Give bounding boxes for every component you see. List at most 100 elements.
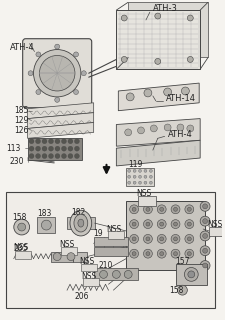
Text: 19: 19 bbox=[94, 229, 103, 238]
Circle shape bbox=[41, 220, 51, 230]
Circle shape bbox=[144, 235, 152, 243]
Text: NSS: NSS bbox=[136, 189, 151, 198]
Circle shape bbox=[36, 52, 41, 57]
Circle shape bbox=[132, 207, 136, 211]
Circle shape bbox=[160, 207, 164, 211]
Circle shape bbox=[178, 285, 187, 295]
Circle shape bbox=[55, 146, 60, 151]
Text: 119: 119 bbox=[128, 160, 143, 169]
Circle shape bbox=[144, 175, 147, 178]
Bar bbox=[126, 168, 154, 186]
Text: 183: 183 bbox=[38, 209, 52, 218]
Bar bbox=[28, 138, 82, 160]
Circle shape bbox=[53, 253, 61, 260]
Text: 126: 126 bbox=[14, 126, 28, 135]
Circle shape bbox=[132, 237, 136, 241]
Bar bbox=[73, 252, 87, 261]
Circle shape bbox=[144, 220, 152, 228]
Text: 157: 157 bbox=[176, 257, 190, 266]
Circle shape bbox=[188, 271, 195, 278]
Circle shape bbox=[126, 93, 134, 101]
Circle shape bbox=[157, 205, 166, 214]
Bar bbox=[126, 201, 205, 270]
Polygon shape bbox=[116, 140, 200, 166]
Circle shape bbox=[128, 181, 131, 184]
Circle shape bbox=[157, 220, 166, 228]
Circle shape bbox=[132, 252, 136, 256]
Bar bbox=[94, 247, 128, 256]
Bar bbox=[83, 278, 99, 286]
Circle shape bbox=[55, 154, 60, 158]
Circle shape bbox=[173, 222, 178, 226]
Circle shape bbox=[55, 97, 60, 102]
Text: ATH-3: ATH-3 bbox=[153, 4, 178, 13]
Circle shape bbox=[36, 146, 40, 151]
Bar bbox=[81, 264, 97, 271]
Circle shape bbox=[18, 223, 26, 231]
Circle shape bbox=[55, 139, 60, 144]
Bar bbox=[51, 252, 73, 261]
Circle shape bbox=[34, 50, 81, 97]
Circle shape bbox=[171, 205, 180, 214]
Circle shape bbox=[132, 222, 136, 226]
Ellipse shape bbox=[74, 214, 88, 232]
Circle shape bbox=[100, 270, 108, 278]
Bar bbox=[209, 227, 223, 236]
Bar bbox=[176, 264, 207, 285]
Circle shape bbox=[146, 222, 150, 226]
Bar bbox=[61, 247, 77, 255]
Circle shape bbox=[74, 90, 79, 94]
Circle shape bbox=[187, 125, 194, 132]
Circle shape bbox=[164, 88, 172, 96]
Polygon shape bbox=[118, 83, 199, 111]
Circle shape bbox=[74, 154, 79, 158]
Text: ATH-4: ATH-4 bbox=[168, 130, 192, 139]
Circle shape bbox=[149, 181, 152, 184]
Circle shape bbox=[160, 222, 164, 226]
Circle shape bbox=[133, 169, 136, 172]
Circle shape bbox=[39, 55, 75, 91]
Circle shape bbox=[203, 204, 208, 209]
Bar bbox=[94, 268, 138, 280]
Circle shape bbox=[128, 175, 131, 178]
Circle shape bbox=[42, 139, 47, 144]
Bar bbox=[94, 237, 128, 246]
Ellipse shape bbox=[78, 219, 84, 227]
Text: 230: 230 bbox=[10, 157, 24, 166]
Circle shape bbox=[14, 219, 29, 235]
Text: NSS: NSS bbox=[81, 272, 96, 281]
Circle shape bbox=[171, 220, 180, 228]
Circle shape bbox=[61, 154, 66, 158]
Text: 182: 182 bbox=[71, 208, 85, 217]
Bar bbox=[116, 10, 200, 69]
Circle shape bbox=[173, 207, 178, 211]
Circle shape bbox=[125, 129, 132, 136]
Circle shape bbox=[185, 205, 194, 214]
Circle shape bbox=[74, 52, 79, 57]
Ellipse shape bbox=[70, 210, 92, 236]
Circle shape bbox=[187, 56, 193, 62]
Circle shape bbox=[173, 252, 178, 256]
Text: 210: 210 bbox=[99, 261, 113, 270]
Circle shape bbox=[200, 246, 210, 256]
Circle shape bbox=[133, 175, 136, 178]
Circle shape bbox=[200, 216, 210, 226]
Bar bbox=[6, 192, 215, 308]
Circle shape bbox=[187, 207, 191, 211]
Circle shape bbox=[146, 237, 150, 241]
Text: 113: 113 bbox=[6, 144, 20, 153]
Circle shape bbox=[144, 205, 152, 214]
Circle shape bbox=[130, 205, 139, 214]
Circle shape bbox=[128, 169, 131, 172]
Circle shape bbox=[200, 201, 210, 211]
Circle shape bbox=[81, 71, 86, 76]
Circle shape bbox=[29, 146, 34, 151]
Circle shape bbox=[146, 207, 150, 211]
Circle shape bbox=[203, 219, 208, 224]
Circle shape bbox=[203, 234, 208, 238]
Circle shape bbox=[130, 249, 139, 258]
Bar bbox=[138, 196, 156, 206]
Circle shape bbox=[185, 249, 194, 258]
Circle shape bbox=[28, 71, 33, 76]
FancyBboxPatch shape bbox=[23, 39, 92, 108]
